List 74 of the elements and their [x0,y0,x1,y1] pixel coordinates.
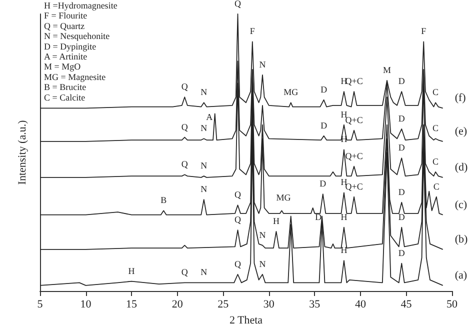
annotation: Q [234,258,242,269]
x-tick-label: 10 [80,298,92,310]
annotation: D [320,84,328,94]
series-label: (b) [454,233,468,246]
annotation: Q [181,82,188,92]
annotation: F [421,26,426,36]
x-tick-label: 5 [37,298,44,310]
annotation: N [200,184,208,194]
annotation: D [398,248,406,258]
annotation: H [272,216,280,226]
annotation: N [259,258,266,269]
annotation: A = Artinite [44,52,88,62]
annotation: N [200,267,208,278]
annotation: H [340,134,348,144]
annotation: B [160,195,167,206]
annotation: D [315,212,322,222]
annotation: D [398,113,406,124]
annotation: MG [284,87,299,98]
annotation: F = Flourite [44,10,88,21]
x-tick-label: 15 [126,298,138,310]
annotation: D [398,212,406,222]
annotation: N [200,87,208,98]
x-tick-label: 50 [446,298,458,310]
x-tick-label: 45 [400,298,412,310]
annotation: F [250,26,255,36]
annotation: Q+C [345,150,363,161]
annotation: D [320,178,327,189]
annotation: B = Brucite [44,82,86,92]
series-label: (c) [454,198,468,211]
annotation: Q = Quartz [44,20,85,31]
annotation: Q+C [345,181,363,192]
annotation: N [200,123,208,134]
annotation: Q+C [345,76,363,86]
annotation: N [200,160,208,171]
annotation: H [340,212,348,222]
annotation: M [382,64,392,75]
series-label: (f) [454,92,466,104]
x-tick-label: 40 [354,298,366,310]
text: H =Hydromagnesite [44,0,118,10]
series-label: (a) [454,269,468,282]
annotation: H [340,76,348,86]
x-tick-label: 20 [172,298,184,310]
annotation: C = Calcite [44,92,86,102]
annotation: Q [234,0,242,8]
annotation: N [259,59,266,70]
annotation: H [128,266,136,276]
x-tick-label: 35 [309,298,321,310]
annotation: Q [234,214,242,225]
y-axis-title: Intensity (a.u.) [16,120,28,185]
annotation: MG [276,192,292,202]
annotation: Q [181,159,188,170]
annotation: A [206,112,214,122]
annotation: D [398,142,406,153]
annotation: M = MgO [44,62,82,72]
annotation: D [398,76,406,86]
annotation: Q [181,122,188,132]
series-label: (d) [454,161,468,174]
annotation: Q [234,190,242,200]
annotation: D = Dypingite [44,41,96,52]
annotation: C [432,87,439,98]
annotation: D [398,186,406,197]
series-label: (e) [454,125,468,138]
x-tick-label: 25 [218,298,230,310]
annotation: N = Nesquehonite [44,31,110,42]
annotation: C [433,181,440,192]
annotation: C [432,123,439,134]
annotation: Q [181,267,188,278]
annotation: N [259,230,266,240]
annotation: D [320,120,328,130]
annotation: Q+C [345,114,363,125]
annotation: C [432,156,439,166]
x-axis-title: 2 Theta [229,314,263,326]
x-tick-label: 30 [263,298,275,310]
annotation: MG = Magnesite [44,72,106,82]
